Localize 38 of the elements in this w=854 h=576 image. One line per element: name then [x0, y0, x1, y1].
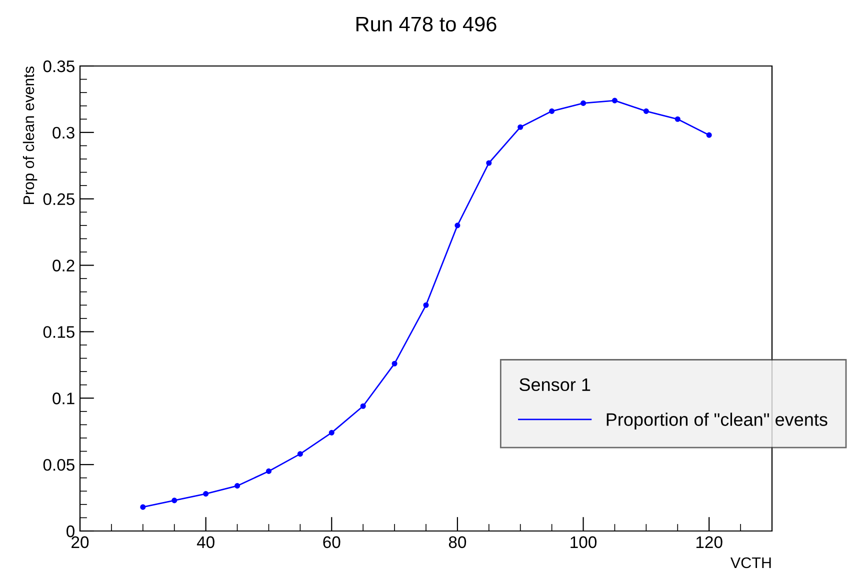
point: [486, 160, 492, 166]
point: [518, 124, 524, 130]
point: [392, 360, 398, 366]
y-tick-label: 0.3: [52, 126, 74, 139]
legend-title: Sensor 1: [520, 378, 590, 392]
point: [580, 100, 586, 106]
point: [360, 403, 366, 409]
x-axis-title: VCTH: [730, 557, 771, 568]
y-tick-label: 0.35: [43, 60, 74, 72]
point: [549, 108, 555, 114]
y-axis-title: Prop of clean events: [22, 66, 38, 204]
point: [674, 116, 680, 122]
x-tick-label: 60: [323, 536, 340, 548]
x-tick-label: 120: [696, 536, 722, 548]
legend-label: Proportion of "clean" events: [606, 412, 828, 430]
point: [266, 468, 272, 474]
y-tick-label: 0.1: [52, 392, 74, 404]
y-tick-label: 0.25: [43, 193, 74, 206]
y-tick-label: 0.2: [52, 260, 74, 272]
x-tick-label: 80: [448, 536, 466, 548]
point: [328, 430, 334, 436]
point: [706, 132, 712, 138]
point: [297, 451, 303, 457]
point: [234, 483, 240, 489]
x-tick-label: 20: [72, 536, 89, 548]
point: [203, 491, 209, 497]
point: [643, 108, 649, 114]
chart-title: Run 478 to 496: [356, 16, 496, 32]
point: [140, 504, 146, 510]
y-tick-label: 0: [66, 525, 74, 538]
x-tick-label: 100: [570, 536, 597, 548]
y-tick-label: 0.05: [43, 458, 74, 471]
point: [423, 302, 429, 308]
point: [172, 498, 178, 504]
y-tick-label: 0.15: [43, 326, 74, 338]
x-tick-label: 40: [196, 536, 214, 548]
point: [612, 98, 618, 104]
point: [454, 222, 460, 228]
